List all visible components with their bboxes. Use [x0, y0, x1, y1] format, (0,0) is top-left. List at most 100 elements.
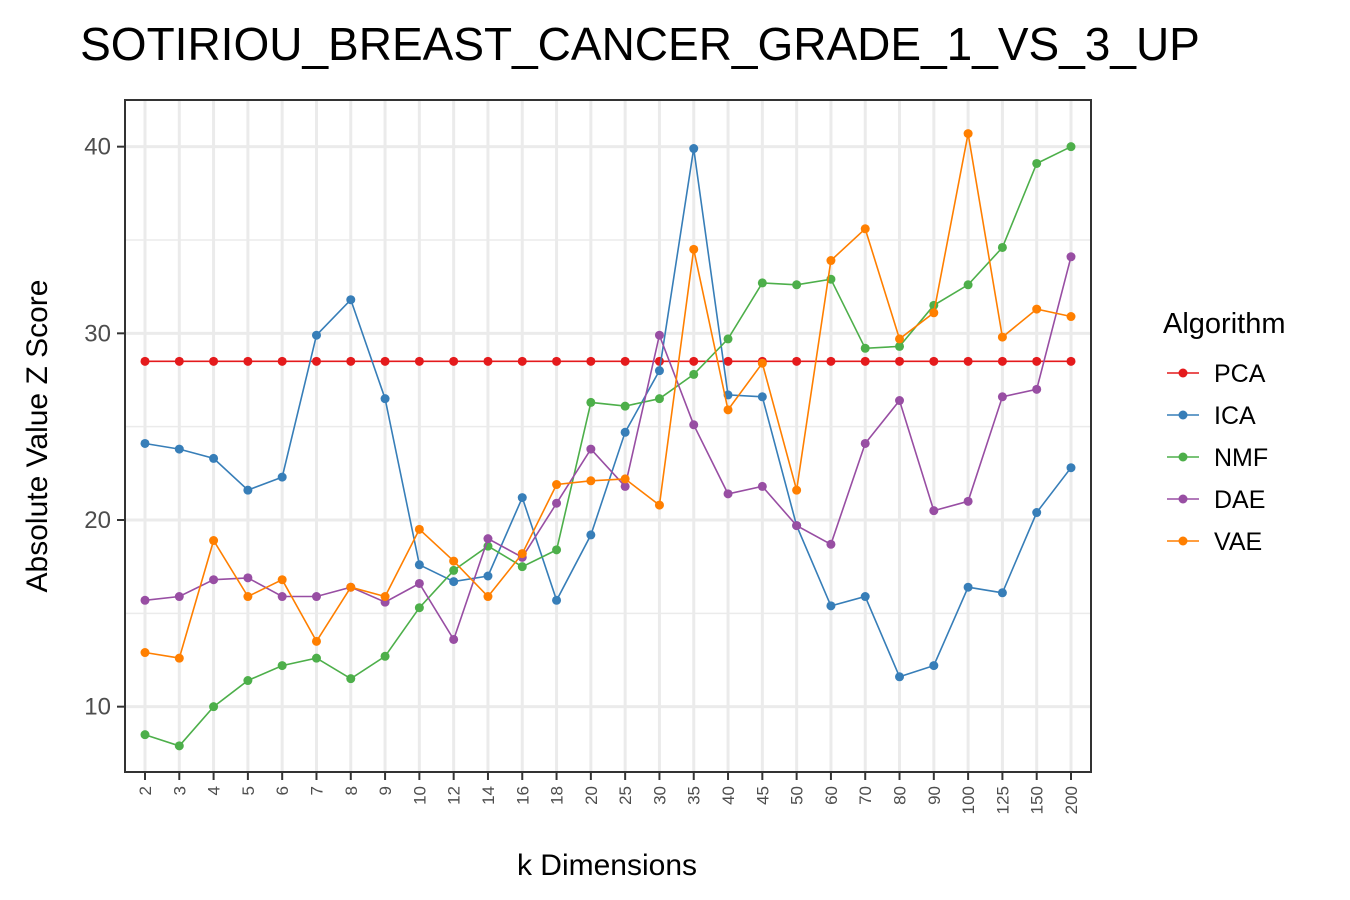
data-point-dae	[174, 592, 184, 602]
data-point-dae	[963, 496, 973, 506]
data-point-ica	[1066, 463, 1076, 473]
data-point-vae	[1032, 304, 1042, 314]
data-point-ica	[963, 582, 973, 592]
x-tick-label: 14	[479, 786, 498, 805]
data-point-ica	[174, 444, 184, 454]
data-point-pca	[586, 356, 596, 366]
legend-label-ica: ICA	[1214, 402, 1256, 430]
data-point-nmf	[517, 562, 527, 572]
data-point-nmf	[449, 565, 459, 575]
chart-title: SOTIRIOU_BREAST_CANCER_GRADE_1_VS_3_UP	[80, 18, 1200, 70]
x-tick-label: 100	[959, 786, 978, 814]
data-point-pca	[517, 356, 527, 366]
data-point-ica	[414, 560, 424, 570]
legend-label-pca: PCA	[1214, 360, 1266, 388]
data-point-pca	[174, 356, 184, 366]
data-point-dae	[826, 539, 836, 549]
legend-label-dae: DAE	[1214, 486, 1265, 514]
x-tick-label: 18	[548, 786, 567, 805]
series-ica	[140, 144, 1076, 682]
data-point-dae	[895, 396, 905, 406]
data-point-ica	[277, 472, 287, 482]
y-tick-label: 10	[84, 694, 111, 721]
grid-lines	[125, 100, 1091, 772]
data-point-ica	[689, 144, 699, 154]
data-point-ica	[860, 592, 870, 602]
data-point-nmf	[689, 369, 699, 379]
data-point-pca	[963, 356, 973, 366]
data-point-ica	[380, 394, 390, 404]
data-point-ica	[517, 493, 527, 503]
data-point-pca	[243, 356, 253, 366]
data-point-pca	[826, 356, 836, 366]
data-point-dae	[243, 573, 253, 583]
data-point-dae	[929, 506, 939, 516]
data-point-nmf	[654, 394, 664, 404]
x-tick-label: 70	[856, 786, 875, 805]
data-point-pca	[689, 356, 699, 366]
x-tick-label: 25	[616, 786, 635, 805]
data-point-dae	[449, 634, 459, 644]
data-point-pca	[140, 356, 150, 366]
data-point-nmf	[586, 397, 596, 407]
data-point-dae	[1032, 384, 1042, 394]
data-point-pca	[723, 356, 733, 366]
data-point-vae	[517, 549, 527, 559]
data-point-nmf	[792, 280, 802, 290]
data-point-pca	[860, 356, 870, 366]
data-point-nmf	[1066, 142, 1076, 152]
x-tick-label: 90	[925, 786, 944, 805]
data-point-ica	[586, 530, 596, 540]
data-point-nmf	[174, 741, 184, 751]
data-point-nmf	[243, 676, 253, 686]
y-axis: 10 20 30 40	[84, 134, 125, 721]
data-point-nmf	[895, 341, 905, 351]
data-point-dae	[552, 498, 562, 508]
data-point-vae	[174, 653, 184, 663]
x-tick-label: 150	[1028, 786, 1047, 814]
data-point-dae	[689, 420, 699, 430]
data-point-vae	[860, 224, 870, 234]
legend-marker-pca	[1178, 368, 1188, 378]
data-point-nmf	[723, 334, 733, 344]
data-point-vae	[449, 556, 459, 566]
x-tick-label: 5	[239, 786, 258, 795]
data-point-pca	[414, 356, 424, 366]
data-point-dae	[997, 392, 1007, 402]
x-tick-label: 50	[788, 786, 807, 805]
series-layer	[140, 129, 1076, 751]
legend: Algorithm PCA ICA NMF DAE VAE	[1163, 308, 1286, 556]
data-point-dae	[586, 444, 596, 454]
data-point-pca	[1032, 356, 1042, 366]
data-point-pca	[929, 356, 939, 366]
x-tick-label: 200	[1062, 786, 1081, 814]
x-tick-label: 4	[205, 786, 224, 795]
data-point-ica	[449, 577, 459, 587]
data-point-dae	[209, 575, 219, 585]
data-point-dae	[311, 592, 321, 602]
data-point-vae	[346, 582, 356, 592]
x-tick-label: 35	[685, 786, 704, 805]
x-tick-label: 12	[445, 786, 464, 805]
data-point-dae	[483, 534, 493, 544]
data-point-pca	[997, 356, 1007, 366]
data-point-vae	[895, 334, 905, 344]
data-point-pca	[654, 356, 664, 366]
data-point-ica	[929, 661, 939, 671]
data-point-nmf	[860, 343, 870, 353]
data-point-pca	[552, 356, 562, 366]
data-point-nmf	[414, 603, 424, 613]
data-point-dae	[277, 592, 287, 602]
data-point-dae	[792, 521, 802, 531]
data-point-ica	[826, 601, 836, 611]
series-line-vae	[144, 133, 1072, 660]
legend-marker-ica	[1178, 410, 1188, 420]
data-point-vae	[414, 524, 424, 534]
data-point-nmf	[963, 280, 973, 290]
x-tick-label: 10	[410, 786, 429, 805]
series-line-ica	[144, 148, 1072, 678]
x-tick-label: 60	[822, 786, 841, 805]
legend-label-nmf: NMF	[1214, 444, 1268, 472]
data-point-nmf	[620, 401, 630, 411]
